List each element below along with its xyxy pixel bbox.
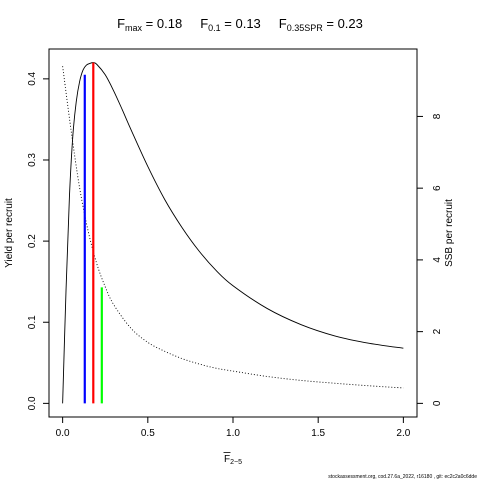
- x-axis-label-base: F: [224, 454, 230, 465]
- x-tick-label: 1.5: [311, 428, 325, 439]
- title-fspr-base: F: [279, 16, 287, 31]
- title-fmax-base: F: [117, 16, 125, 31]
- y-left-tick-label: 0.4: [27, 71, 38, 85]
- title-fmax-value: = 0.18: [142, 16, 182, 31]
- ssb-per-recruit-curve: [62, 66, 404, 389]
- x-tick-label: 2.0: [396, 428, 410, 439]
- title-fspr-sub: 0.35SPR: [287, 23, 324, 33]
- y-axis-right-label: SSB per recruit: [444, 199, 455, 267]
- y-axis-left-label: Yield per recruit: [4, 198, 15, 268]
- y-left-tick-label: 0.3: [27, 153, 38, 167]
- title-f01-value: = 0.13: [221, 16, 261, 31]
- axes-layer: 0.0 0.5 1.0 1.5 2.0 0.0 0.1 0.2 0.3 0.4 0 2 4 6 8: [27, 71, 443, 439]
- y-right-tick-label: 4: [432, 257, 443, 263]
- y-left-tick-label: 0.2: [27, 234, 38, 248]
- plot-frame: [48, 48, 418, 418]
- x-axis-label: F2−5: [224, 454, 242, 466]
- footer-credit: stockassessment.org, cod.27.6a_2022, r16…: [328, 474, 477, 480]
- y-left-tick-label: 0.0: [27, 396, 38, 410]
- title-fmax-sub: max: [125, 23, 143, 33]
- x-axis-label-sub: 2−5: [230, 459, 242, 466]
- y-left-tick-label: 0.1: [27, 315, 38, 329]
- y-right-tick-label: 8: [432, 113, 443, 119]
- yield-per-recruit-curve: [62, 62, 404, 404]
- chart-title: Fmax = 0.18 F0.1 = 0.13 F0.35SPR = 0.23: [117, 16, 363, 33]
- title-f01-base: F: [200, 16, 208, 31]
- y-right-tick-label: 0: [432, 400, 443, 406]
- y-right-tick-label: 6: [432, 185, 443, 191]
- x-tick-label: 0.0: [56, 428, 70, 439]
- x-tick-label: 1.0: [226, 428, 240, 439]
- data-layer: [62, 62, 404, 404]
- x-tick-label: 0.5: [141, 428, 155, 439]
- y-right-tick-label: 2: [432, 328, 443, 334]
- title-fspr-value: = 0.23: [323, 16, 363, 31]
- title-f01-sub: 0.1: [208, 23, 221, 33]
